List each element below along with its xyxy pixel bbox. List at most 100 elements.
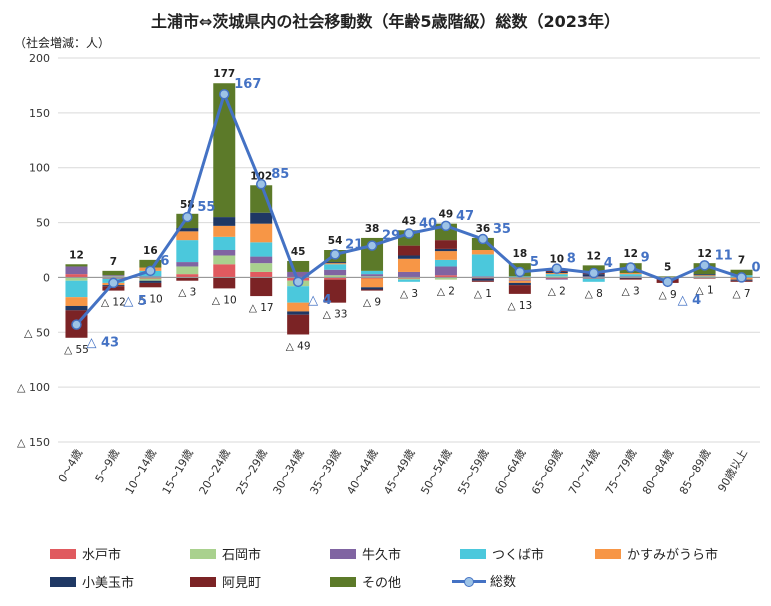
bar-segment (398, 271, 420, 278)
bar-segment (65, 277, 88, 281)
bar-segment (582, 278, 605, 282)
positive-sum-label: 12 (586, 250, 601, 262)
x-tick-label: 55～59歳 (455, 447, 491, 497)
bar-segment (176, 274, 199, 278)
bar-segment (619, 274, 642, 277)
bar-segment (619, 278, 642, 280)
x-tick-label: 85～89歳 (677, 447, 713, 497)
x-tick-label: 40～44歳 (344, 447, 380, 497)
bar-segment (508, 278, 531, 280)
total-point (440, 220, 452, 232)
legend-label: その他 (362, 576, 402, 591)
total-data-label: 4 (604, 256, 613, 271)
bar-segment (65, 297, 88, 306)
bar-segment (139, 259, 162, 268)
total-data-label: 167 (234, 77, 261, 92)
positive-sum-label: 38 (365, 223, 380, 235)
total-data-label: 6 (160, 254, 169, 269)
legend-swatch (460, 548, 486, 559)
x-tick-label: 30～34歳 (270, 447, 306, 497)
legend-label: かすみがうら市 (627, 548, 719, 563)
bar-segment (139, 280, 162, 283)
legend-item-ami: 阿見町 (190, 572, 261, 591)
legend-swatch (50, 548, 76, 559)
total-point (71, 319, 82, 330)
positive-sum-label: 7 (110, 256, 117, 268)
total-data-label: 35 (493, 222, 511, 237)
total-data-label: 85 (271, 167, 289, 182)
legend-swatch (190, 548, 216, 559)
chart-title: 土浦市⇔茨城県内の社会移動数（年齢5歳階級）総数（2023年） (150, 12, 621, 31)
bar-segment (287, 311, 310, 315)
bar-segment (102, 286, 125, 291)
legend-item-mito: 水戸市 (50, 544, 121, 563)
total-point (477, 233, 489, 245)
legend-item-kasumigaura: かすみがうら市 (595, 544, 718, 563)
bar-segment (508, 279, 531, 281)
negative-sum-label: △ 49 (286, 340, 311, 352)
y-tick-label: 100 (29, 162, 50, 175)
bar-segment (434, 240, 457, 249)
bar-segment (250, 223, 273, 243)
bar-segment (213, 236, 236, 250)
positive-sum-label: 12 (623, 248, 638, 260)
positive-sum-label: 16 (143, 245, 158, 257)
total-point (145, 265, 156, 277)
y-tick-label: △ 100 (17, 381, 50, 394)
y-tick-label: 150 (29, 107, 50, 120)
positive-sum-label: 36 (476, 223, 491, 235)
bar-segment (65, 266, 88, 275)
bar-segment (213, 83, 236, 218)
bar-segment (250, 271, 273, 278)
bar-segment (324, 275, 347, 278)
bar-segment (65, 274, 88, 278)
bar-segment (250, 242, 273, 257)
bar-segment (361, 274, 384, 277)
x-tick-label: 10～14歳 (123, 447, 159, 497)
bar-segment (471, 254, 494, 277)
total-point (588, 267, 599, 279)
bar-segment (434, 275, 457, 278)
bar-segment (213, 255, 236, 265)
total-point (108, 277, 119, 289)
bar-segment (213, 217, 236, 226)
negative-sum-label: △ 7 (732, 288, 750, 300)
x-tick-label: 50～54歳 (418, 447, 454, 497)
total-data-label: 9 (641, 251, 650, 266)
bar-segment (102, 275, 125, 277)
bar-segment (65, 264, 88, 267)
total-data-label: 11 (715, 248, 733, 263)
bar-segment (471, 250, 494, 255)
positive-sum-label: 43 (402, 215, 417, 227)
bar-segment (398, 255, 420, 259)
negative-sum-label: △ 13 (507, 300, 532, 312)
total-point (625, 262, 636, 273)
x-tick-label: 60～64歳 (492, 447, 528, 497)
total-data-label: △ 5 (123, 294, 147, 309)
negative-sum-label: △ 2 (437, 286, 455, 298)
bar-segment (361, 287, 384, 290)
bar-segment (545, 274, 568, 277)
bar-segment (176, 231, 199, 241)
total-data-label: 55 (197, 200, 215, 215)
bar-segment (213, 225, 236, 237)
bar-segment (434, 277, 457, 280)
bar-segment (324, 279, 347, 303)
bar-segment (176, 277, 199, 281)
negative-sum-label: △ 10 (212, 294, 237, 306)
bar-segment (65, 280, 88, 298)
bar-segment (398, 279, 420, 282)
positive-sum-label: 177 (213, 68, 235, 80)
x-tick-label: 65～69歳 (529, 447, 565, 497)
bar-segment (324, 264, 347, 270)
y-tick-label: △ 50 (24, 326, 50, 339)
bar-segment (250, 277, 273, 297)
bar-segment (619, 273, 642, 275)
bar-segment (139, 282, 162, 288)
legend-swatch (330, 548, 356, 559)
y-tick-label: △ 150 (17, 436, 50, 449)
total-point (403, 228, 415, 239)
bar-segment (250, 263, 273, 272)
negative-sum-label: △ 3 (178, 287, 196, 299)
